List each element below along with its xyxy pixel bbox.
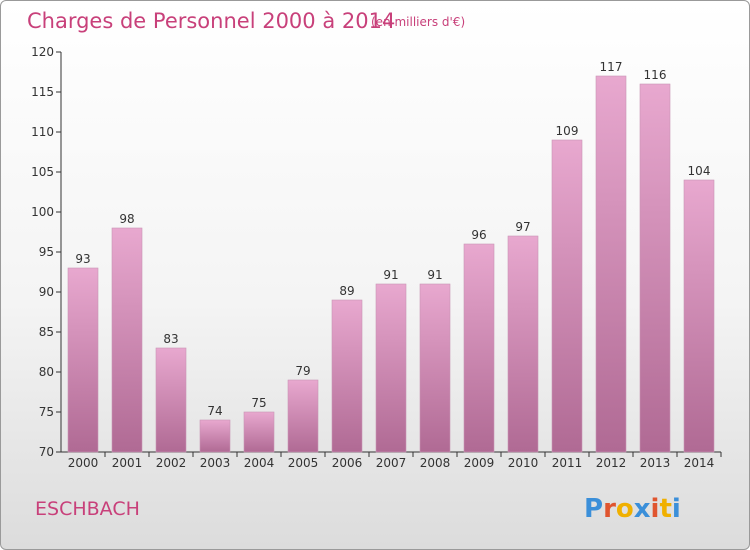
chart-subtitle: (en milliers d'€) <box>371 15 465 29</box>
data-label: 79 <box>295 364 310 378</box>
y-tick-label: 95 <box>39 245 54 259</box>
y-tick-label: 75 <box>39 405 54 419</box>
bar <box>155 347 187 453</box>
data-label: 93 <box>75 252 90 266</box>
bar <box>111 227 143 453</box>
data-label: 98 <box>119 212 134 226</box>
bar <box>639 83 671 453</box>
x-tick-label: 2001 <box>112 456 143 470</box>
data-label: 116 <box>644 68 667 82</box>
y-tick-label: 90 <box>39 285 54 299</box>
x-tick-label: 2005 <box>288 456 319 470</box>
bar <box>67 267 99 453</box>
y-tick-label: 100 <box>31 205 54 219</box>
bar <box>507 235 539 453</box>
y-tick-label: 120 <box>31 45 54 59</box>
x-tick-label: 2007 <box>376 456 407 470</box>
plot-area: 70 75 80 85 90 95 100 105 110 115 120 93 2000 98 2001 8… <box>31 45 722 470</box>
x-tick-label: 2012 <box>596 456 627 470</box>
x-tick-label: 2009 <box>464 456 495 470</box>
y-tick-label: 115 <box>31 85 54 99</box>
data-label: 91 <box>383 268 398 282</box>
bar <box>375 283 407 453</box>
x-tick-label: 2013 <box>640 456 671 470</box>
proxiti-logo: Proxiti <box>584 494 681 524</box>
data-label: 83 <box>163 332 178 346</box>
x-tick-label: 2002 <box>156 456 187 470</box>
data-label: 75 <box>251 396 266 410</box>
data-label: 96 <box>471 228 486 242</box>
bar <box>243 411 275 453</box>
bar <box>199 419 231 453</box>
x-tick-label: 2006 <box>332 456 363 470</box>
y-tick-label: 80 <box>39 365 54 379</box>
chart-title: Charges de Personnel 2000 à 2014 <box>27 9 395 33</box>
bar <box>287 379 319 453</box>
x-tick-label: 2008 <box>420 456 451 470</box>
y-tick-label: 110 <box>31 125 54 139</box>
commune-name: ESCHBACH <box>35 498 140 520</box>
bar <box>683 179 715 453</box>
bar <box>595 75 627 453</box>
data-label: 117 <box>600 60 623 74</box>
y-tick-label: 70 <box>39 445 54 459</box>
data-label: 104 <box>688 164 711 178</box>
y-tick-label: 85 <box>39 325 54 339</box>
data-label: 109 <box>556 124 579 138</box>
data-label: 97 <box>515 220 530 234</box>
bar <box>419 283 451 453</box>
data-label: 74 <box>207 404 222 418</box>
x-tick-label: 2010 <box>508 456 539 470</box>
x-tick-label: 2014 <box>684 456 715 470</box>
data-label: 89 <box>339 284 354 298</box>
x-tick-label: 2003 <box>200 456 231 470</box>
y-tick-label: 105 <box>31 165 54 179</box>
x-tick-label: 2004 <box>244 456 275 470</box>
bar <box>463 243 495 453</box>
bar <box>551 139 583 453</box>
x-tick-label: 2011 <box>552 456 583 470</box>
bar <box>331 299 363 453</box>
x-tick-label: 2000 <box>68 456 99 470</box>
data-label: 91 <box>427 268 442 282</box>
